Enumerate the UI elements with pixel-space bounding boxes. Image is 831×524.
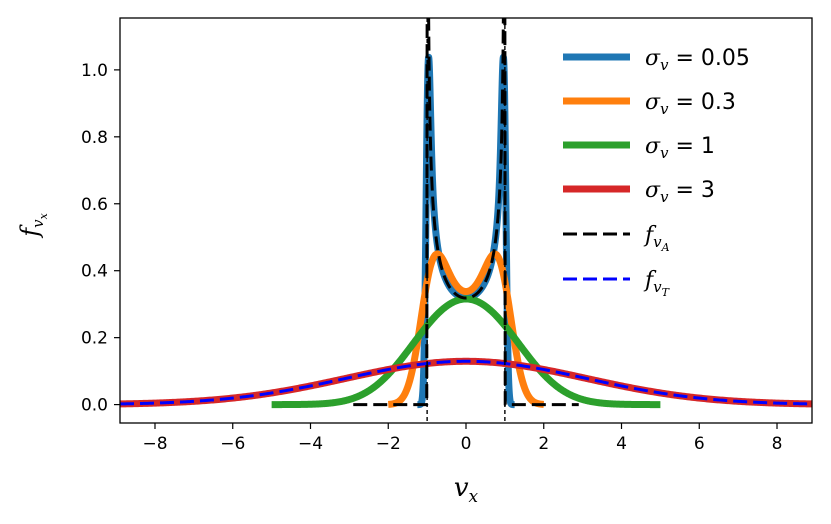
legend-label-3: σv = 3 bbox=[645, 178, 715, 206]
legend-label-2: σv = 1 bbox=[645, 134, 715, 162]
x-tick-label: −4 bbox=[298, 434, 323, 454]
series-line-4 bbox=[352, 18, 580, 407]
legend-label-0: σv = 0.05 bbox=[645, 46, 750, 74]
x-tick-label: −6 bbox=[220, 434, 245, 454]
y-tick-label: 0.4 bbox=[81, 262, 108, 282]
x-tick-label: 8 bbox=[772, 434, 783, 454]
x-tick-label: 0 bbox=[461, 434, 472, 454]
x-tick-label: 2 bbox=[538, 434, 549, 454]
x-axis: −8 −6 −4 −2 0 2 4 6 8 bbox=[142, 423, 782, 454]
y-tick-label: 0.6 bbox=[81, 195, 108, 215]
series-line-1 bbox=[385, 250, 547, 408]
series-layer bbox=[120, 18, 812, 409]
y-tick-label: 0.8 bbox=[81, 128, 108, 148]
series-line-5 bbox=[120, 359, 812, 406]
y-tick-label: 0.0 bbox=[81, 396, 108, 416]
x-tick-label: 4 bbox=[616, 434, 627, 454]
vline-layer bbox=[426, 18, 506, 423]
x-tick-label: −2 bbox=[376, 434, 401, 454]
y-axis: 0.0 0.2 0.4 0.6 0.8 1.0 bbox=[81, 61, 120, 416]
x-tick-label: −8 bbox=[142, 434, 167, 454]
x-axis-title: vx bbox=[454, 473, 479, 507]
y-tick-label: 0.2 bbox=[81, 329, 108, 349]
legend-label-1: σv = 0.3 bbox=[645, 90, 736, 118]
y-tick-label: 1.0 bbox=[81, 61, 108, 81]
x-tick-label: 6 bbox=[694, 434, 705, 454]
